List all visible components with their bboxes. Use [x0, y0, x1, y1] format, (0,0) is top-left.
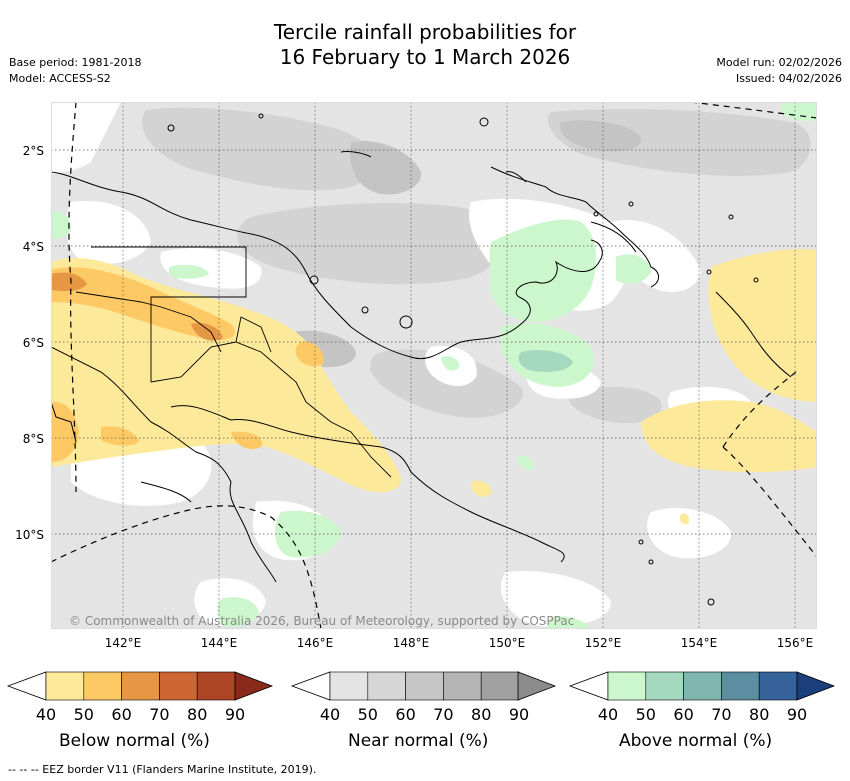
near-normal-under-triangle [290, 671, 331, 701]
legend-tick-label: 50 [636, 705, 656, 724]
legend-swatch [405, 671, 444, 701]
coastlines [51, 151, 792, 583]
legend-swatch [645, 671, 684, 701]
legend-tick-label: 90 [787, 705, 807, 724]
lat-label-8s: 8°S [22, 432, 44, 446]
legend-swatch [721, 671, 760, 701]
legend-swatch [45, 671, 85, 701]
legend-tick-label: 60 [111, 705, 131, 724]
meta-right: Model run: 02/02/2026 Issued: 04/02/2026 [716, 55, 842, 87]
model-text: Model: ACCESS-S2 [9, 72, 111, 85]
title-line-1: Tercile rainfall probabilities for [273, 20, 577, 44]
legend-tick-label: 60 [673, 705, 693, 724]
lon-label-148e: 148°E [392, 636, 430, 650]
above-normal-over-triangle [796, 671, 836, 701]
issued-text: Issued: 04/02/2026 [735, 72, 842, 85]
legend-swatch [159, 671, 198, 701]
lat-label-10s: 10°S [15, 528, 44, 542]
lon-label-144e: 144°E [200, 636, 238, 650]
model-run-text: Model run: 02/02/2026 [716, 56, 842, 69]
above-normal-under-triangle [568, 671, 609, 701]
above-normal-swatches [607, 671, 798, 701]
legend-swatch [443, 671, 482, 701]
legend-swatch [607, 671, 647, 701]
legend-tick-label: 50 [74, 705, 94, 724]
lon-label-146e: 146°E [296, 636, 334, 650]
legend-tick-label: 40 [598, 705, 618, 724]
legend-tick-label: 40 [320, 705, 340, 724]
lon-label-154e: 154°E [680, 636, 718, 650]
eez-borders [51, 102, 817, 629]
lon-label-156e: 156°E [776, 636, 814, 650]
legend-tick-label: 50 [358, 705, 378, 724]
meta-left: Base period: 1981-2018 Model: ACCESS-S2 [9, 55, 141, 87]
legend-swatch [83, 671, 122, 701]
legend-title-above-normal: Above normal (%) [619, 731, 773, 751]
near-normal-over-triangle [517, 671, 557, 701]
legend-tick-label: 90 [509, 705, 529, 724]
legend-swatch [367, 671, 406, 701]
title-line-2: 16 February to 1 March 2026 [279, 45, 571, 69]
legend-above-normal: 40 50 60 70 80 90 [568, 671, 836, 724]
below-normal-under-triangle [6, 671, 47, 701]
below-normal-50-regions [51, 267, 324, 462]
legend-tick-label: 90 [225, 705, 245, 724]
below-normal-60-regions [51, 272, 223, 341]
legend-swatch [480, 671, 520, 701]
rainfall-probability-map [51, 102, 817, 629]
colorbar-legends: 40 50 60 70 80 90 40 50 60 70 80 90 40 50 60 70 80 90 [6, 671, 836, 724]
map-title: Tercile rainfall probabilities for 16 Fe… [0, 20, 850, 70]
eez-border-note: -- -- -- EEZ border V11 (Flanders Marine… [8, 763, 317, 776]
legend-tick-label: 60 [395, 705, 415, 724]
near-normal-swatches [329, 671, 520, 701]
legend-tick-label: 80 [749, 705, 769, 724]
below-normal-swatches [45, 671, 236, 701]
lat-label-2s: 2°S [22, 144, 44, 158]
lat-label-4s: 4°S [22, 240, 44, 254]
legend-near-normal: 40 50 60 70 80 90 [290, 671, 557, 724]
legend-tick-label: 70 [433, 705, 453, 724]
islands [167, 113, 759, 606]
legend-tick-label: 80 [187, 705, 207, 724]
legend-swatch [121, 671, 160, 701]
legend-swatch [758, 671, 798, 701]
legend-swatch [196, 671, 236, 701]
legend-swatch [683, 671, 722, 701]
legend-swatch [329, 671, 369, 701]
legend-title-below-normal: Below normal (%) [59, 731, 210, 751]
above-normal-50-regions [518, 350, 573, 372]
legend-tick-label: 80 [471, 705, 491, 724]
below-normal-over-triangle [234, 671, 274, 701]
lon-label-142e: 142°E [104, 636, 142, 650]
lon-label-152e: 152°E [584, 636, 622, 650]
legend-tick-label: 40 [36, 705, 56, 724]
lat-label-6s: 6°S [22, 336, 44, 350]
legend-below-normal: 40 50 60 70 80 90 [6, 671, 274, 724]
legend-title-near-normal: Near normal (%) [348, 731, 489, 751]
base-period-text: Base period: 1981-2018 [9, 56, 142, 69]
copyright-notice: © Commonwealth of Australia 2026, Bureau… [69, 614, 575, 628]
legend-tick-label: 70 [711, 705, 731, 724]
legend-tick-label: 70 [149, 705, 169, 724]
lon-label-150e: 150°E [488, 636, 526, 650]
province-borders [75, 246, 392, 478]
